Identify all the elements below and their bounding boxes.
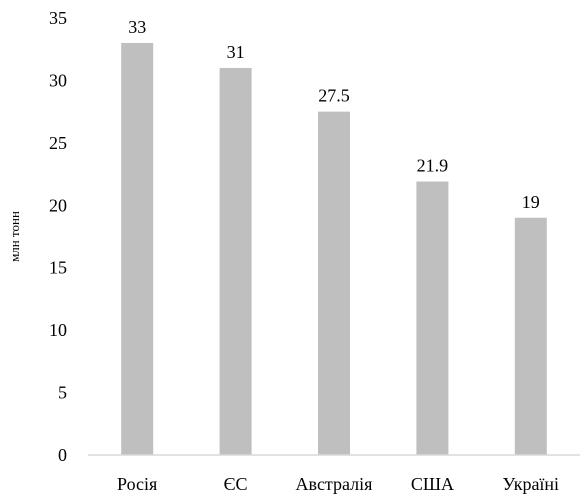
y-tick-label: 15 [49, 258, 67, 278]
y-tick-label: 10 [49, 320, 67, 340]
category-labels: Росія ЄС Австралія США Україні [117, 474, 559, 494]
bar [318, 111, 350, 456]
data-label: 27.5 [318, 86, 350, 106]
data-label: 19 [522, 192, 540, 212]
category-label: США [411, 474, 454, 494]
y-tick-label: 35 [49, 8, 67, 28]
bar [416, 181, 449, 455]
category-label: ЄС [224, 474, 248, 494]
y-tick-label: 30 [49, 70, 67, 90]
y-tick-label: 0 [58, 445, 67, 465]
y-axis-ticks: 0 5 10 15 20 25 30 35 [49, 8, 67, 465]
y-tick-label: 20 [49, 195, 67, 215]
bar [121, 42, 154, 455]
data-label: 21.9 [417, 156, 449, 176]
data-label: 31 [227, 42, 245, 62]
data-label: 33 [128, 17, 146, 37]
category-label: Росія [117, 474, 157, 494]
y-tick-label: 25 [49, 133, 67, 153]
y-axis-title: млн тонн [7, 211, 22, 262]
y-tick-label: 5 [58, 383, 67, 403]
category-label: Австралія [296, 474, 373, 494]
category-label: Україні [503, 474, 560, 494]
bar [219, 67, 252, 455]
bar [514, 217, 547, 455]
bars [121, 42, 547, 456]
data-labels: 33 31 27.5 21.9 19 [128, 17, 540, 212]
